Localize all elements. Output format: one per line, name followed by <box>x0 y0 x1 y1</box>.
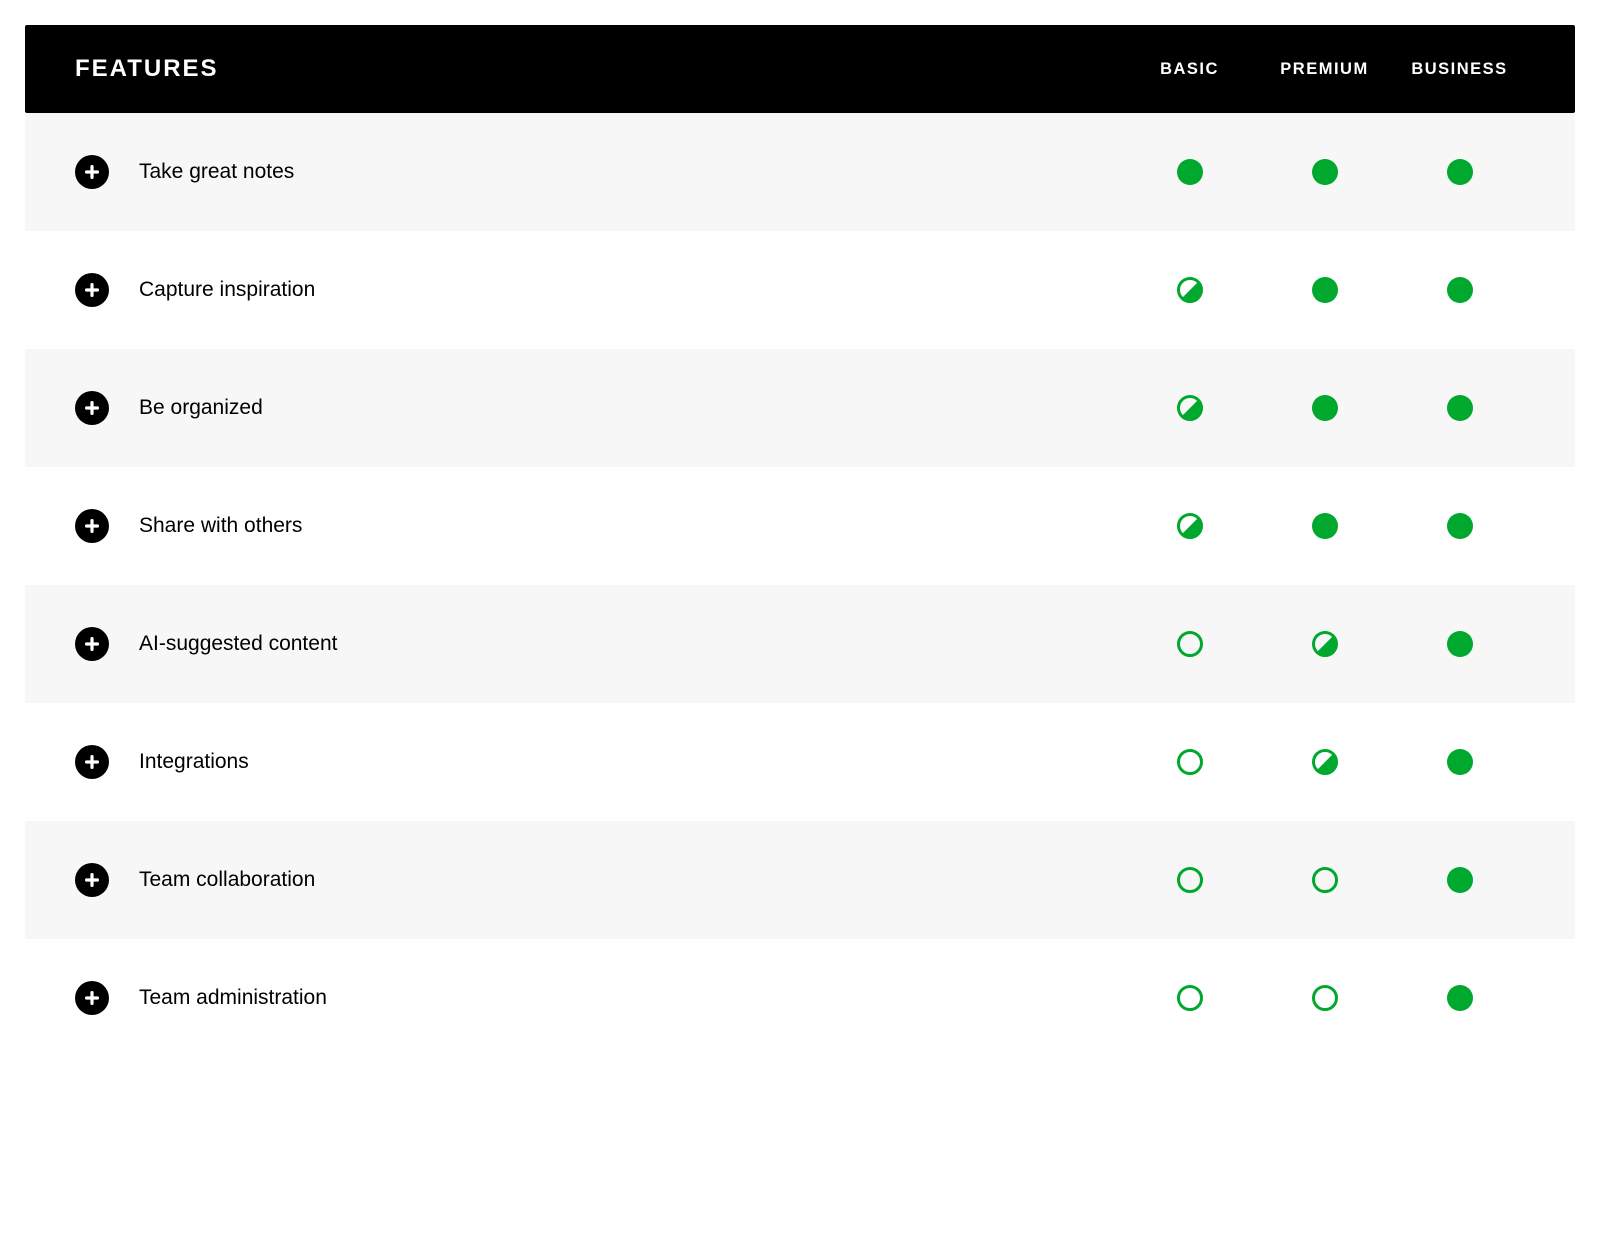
dot-full-icon <box>1447 395 1473 421</box>
availability-dot <box>1257 985 1392 1011</box>
dot-empty-icon <box>1177 985 1203 1011</box>
feature-row: Integrations <box>25 703 1575 821</box>
dot-half-icon <box>1312 631 1338 657</box>
dot-half-icon <box>1177 395 1203 421</box>
availability-dot <box>1392 867 1527 893</box>
availability-dot <box>1122 277 1257 303</box>
dot-full-icon <box>1312 513 1338 539</box>
dot-full-icon <box>1312 159 1338 185</box>
expand-button[interactable] <box>75 273 109 307</box>
feature-left: Share with others <box>75 509 1122 543</box>
dot-half-icon <box>1177 513 1203 539</box>
feature-row: Capture inspiration <box>25 231 1575 349</box>
availability-dot <box>1392 513 1527 539</box>
feature-left: Team administration <box>75 981 1122 1015</box>
plus-icon <box>82 398 102 418</box>
feature-left: Be organized <box>75 391 1122 425</box>
feature-label: Team collaboration <box>139 868 315 892</box>
dot-empty-icon <box>1177 867 1203 893</box>
plan-col-premium: PREMIUM <box>1257 60 1392 79</box>
availability-dot <box>1392 159 1527 185</box>
plus-icon <box>82 634 102 654</box>
dot-full-icon <box>1447 513 1473 539</box>
dot-full-icon <box>1447 277 1473 303</box>
dot-empty-icon <box>1312 867 1338 893</box>
dot-full-icon <box>1447 867 1473 893</box>
dot-half-icon <box>1312 749 1338 775</box>
dot-full-icon <box>1447 749 1473 775</box>
feature-left: Capture inspiration <box>75 273 1122 307</box>
availability-dot <box>1122 513 1257 539</box>
availability-dot <box>1257 395 1392 421</box>
availability-dot <box>1392 985 1527 1011</box>
dot-full-icon <box>1177 159 1203 185</box>
expand-button[interactable] <box>75 509 109 543</box>
feature-comparison-table: FEATURES BASIC PREMIUM BUSINESS Take gre… <box>25 25 1575 1057</box>
availability-dot <box>1257 277 1392 303</box>
availability-dot <box>1257 867 1392 893</box>
feature-label: Capture inspiration <box>139 278 315 302</box>
feature-row: Team collaboration <box>25 821 1575 939</box>
features-heading: FEATURES <box>75 55 1122 83</box>
dot-full-icon <box>1447 159 1473 185</box>
feature-left: Integrations <box>75 745 1122 779</box>
plus-icon <box>82 752 102 772</box>
availability-dot <box>1122 749 1257 775</box>
dot-half-icon <box>1177 277 1203 303</box>
plus-icon <box>82 516 102 536</box>
feature-left: AI-suggested content <box>75 627 1122 661</box>
availability-dot <box>1392 277 1527 303</box>
availability-dot <box>1392 631 1527 657</box>
availability-dot <box>1122 159 1257 185</box>
feature-label: Integrations <box>139 750 249 774</box>
availability-dot <box>1257 159 1392 185</box>
feature-label: Share with others <box>139 514 302 538</box>
expand-button[interactable] <box>75 627 109 661</box>
plan-col-business: BUSINESS <box>1392 60 1527 79</box>
dot-full-icon <box>1447 985 1473 1011</box>
plan-col-basic: BASIC <box>1122 60 1257 79</box>
plus-icon <box>82 988 102 1008</box>
dot-full-icon <box>1312 395 1338 421</box>
availability-dot <box>1392 395 1527 421</box>
availability-dot <box>1122 985 1257 1011</box>
feature-label: Team administration <box>139 986 327 1010</box>
availability-dot <box>1392 749 1527 775</box>
dot-full-icon <box>1312 277 1338 303</box>
dot-empty-icon <box>1312 985 1338 1011</box>
expand-button[interactable] <box>75 981 109 1015</box>
table-header: FEATURES BASIC PREMIUM BUSINESS <box>25 25 1575 113</box>
availability-dot <box>1122 395 1257 421</box>
availability-dot <box>1257 513 1392 539</box>
feature-row: Share with others <box>25 467 1575 585</box>
expand-button[interactable] <box>75 863 109 897</box>
feature-left: Team collaboration <box>75 863 1122 897</box>
feature-label: AI-suggested content <box>139 632 337 656</box>
availability-dot <box>1257 749 1392 775</box>
feature-row: Team administration <box>25 939 1575 1057</box>
feature-row: AI-suggested content <box>25 585 1575 703</box>
feature-row: Take great notes <box>25 113 1575 231</box>
plus-icon <box>82 870 102 890</box>
dot-empty-icon <box>1177 749 1203 775</box>
feature-left: Take great notes <box>75 155 1122 189</box>
plus-icon <box>82 162 102 182</box>
expand-button[interactable] <box>75 391 109 425</box>
expand-button[interactable] <box>75 155 109 189</box>
availability-dot <box>1122 867 1257 893</box>
expand-button[interactable] <box>75 745 109 779</box>
feature-label: Take great notes <box>139 160 294 184</box>
dot-empty-icon <box>1177 631 1203 657</box>
availability-dot <box>1257 631 1392 657</box>
feature-row: Be organized <box>25 349 1575 467</box>
feature-label: Be organized <box>139 396 263 420</box>
dot-full-icon <box>1447 631 1473 657</box>
plus-icon <box>82 280 102 300</box>
availability-dot <box>1122 631 1257 657</box>
